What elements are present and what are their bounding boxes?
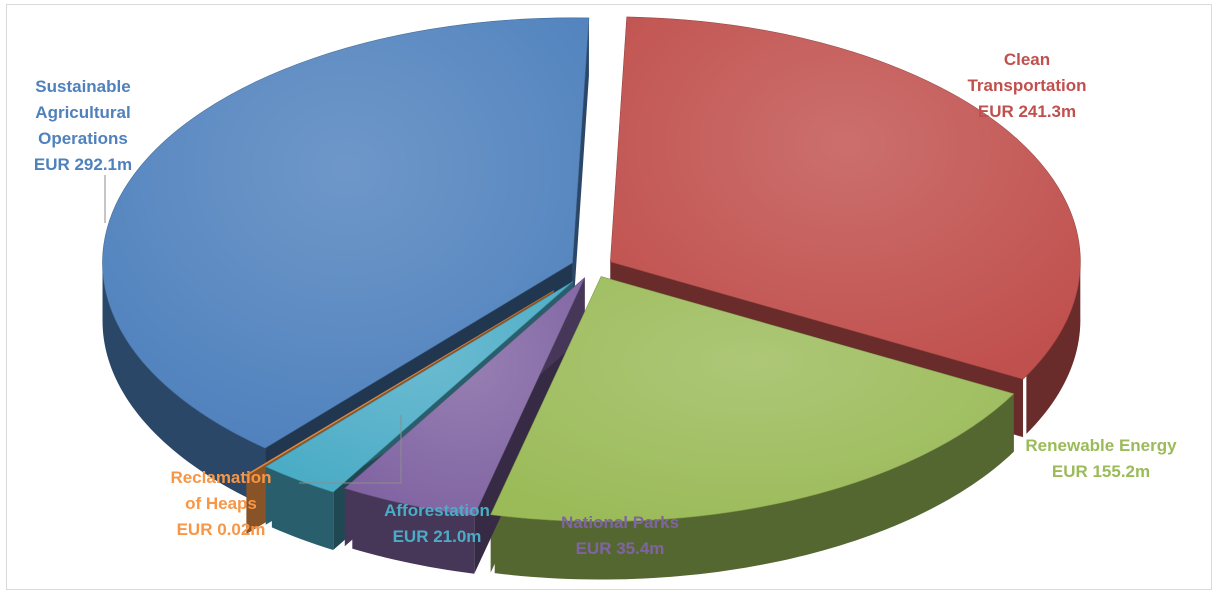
pie-chart: Clean Transportation EUR 241.3m Renewable E… bbox=[34, 16, 1177, 580]
slice-sheen-reclamation-of-heaps bbox=[244, 290, 554, 476]
slice-wall-renewable-energy bbox=[494, 393, 1014, 580]
chart-frame: Clean Transportation EUR 241.3m Renewable E… bbox=[6, 4, 1212, 590]
data-label-reclamation-of-heaps: Reclamation of Heaps EUR 0.02m bbox=[170, 468, 271, 539]
data-label-line: Sustainable bbox=[35, 77, 130, 96]
data-label-line: EUR 155.2m bbox=[1052, 462, 1150, 481]
data-label-line: Transportation bbox=[967, 76, 1086, 95]
data-label-line: EUR 292.1m bbox=[34, 155, 132, 174]
data-label-line: EUR 0.02m bbox=[177, 520, 266, 539]
data-label-line: EUR 241.3m bbox=[978, 102, 1076, 121]
slice-wall-clean-transportation bbox=[1026, 257, 1081, 434]
data-label-afforestation: Afforestation EUR 21.0m bbox=[384, 501, 490, 546]
data-label-line: EUR 35.4m bbox=[576, 539, 665, 558]
slice-wall-afforestation bbox=[271, 469, 334, 551]
data-label-line: of Heaps bbox=[185, 494, 257, 513]
slice-sheen-afforestation bbox=[265, 281, 574, 493]
slice-tops bbox=[102, 16, 1081, 522]
slice-face-sustainable-agricultural-operations bbox=[572, 17, 589, 321]
data-label-line: Renewable Energy bbox=[1025, 436, 1177, 455]
data-label-line: Reclamation bbox=[170, 468, 271, 487]
data-label-renewable-energy: Renewable Energy EUR 155.2m bbox=[1025, 436, 1177, 481]
slice-sheen-clean-transportation bbox=[610, 16, 1081, 380]
data-label-national-parks: National Parks EUR 35.4m bbox=[561, 513, 679, 558]
slice-wall-sustainable-agricultural-operations bbox=[102, 262, 266, 507]
slice-sheen-renewable-energy bbox=[490, 276, 1014, 522]
leader-line bbox=[299, 415, 402, 484]
slice-sheen-national-parks bbox=[344, 277, 585, 516]
data-label-line: Clean bbox=[1004, 50, 1050, 69]
data-label-line: Afforestation bbox=[384, 501, 490, 520]
data-labels: Clean Transportation EUR 241.3m Renewable E… bbox=[34, 50, 1177, 558]
data-label-line: National Parks bbox=[561, 513, 679, 532]
data-label-sustainable-agricultural-operations: Sustainable Agricultural Operations EUR 292… bbox=[34, 77, 132, 174]
slice-sheen-sustainable-agricultural-operations bbox=[102, 17, 589, 449]
data-label-line: EUR 21.0m bbox=[393, 527, 482, 546]
data-label-line: Operations bbox=[38, 129, 128, 148]
data-label-clean-transportation: Clean Transportation EUR 241.3m bbox=[967, 50, 1086, 121]
data-label-line: Agricultural bbox=[35, 103, 130, 122]
